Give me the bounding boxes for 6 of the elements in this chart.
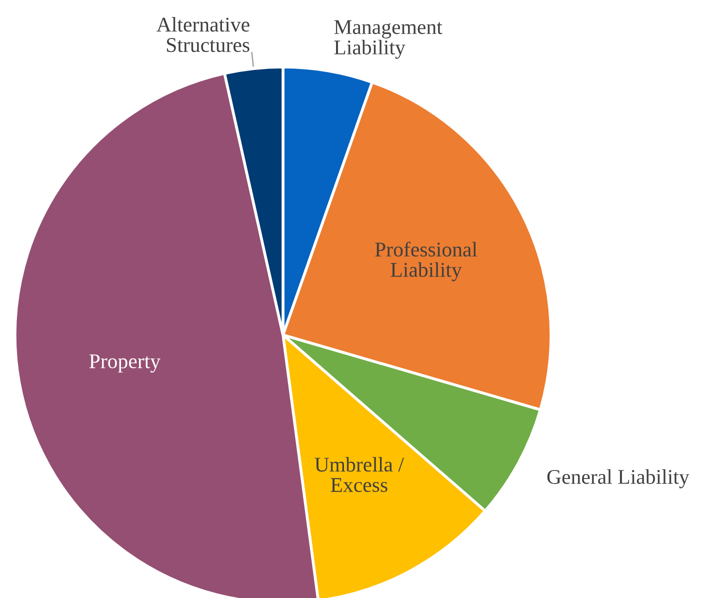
slice-label: Management Liability [334,20,442,59]
slice-label: Professional Liability [375,242,478,282]
slice-label: Property [89,354,160,373]
slice-label: General Liability [547,469,690,488]
slice-label: Alternative Structures [156,17,250,52]
slice-label: Umbrella / Excess [314,457,404,492]
